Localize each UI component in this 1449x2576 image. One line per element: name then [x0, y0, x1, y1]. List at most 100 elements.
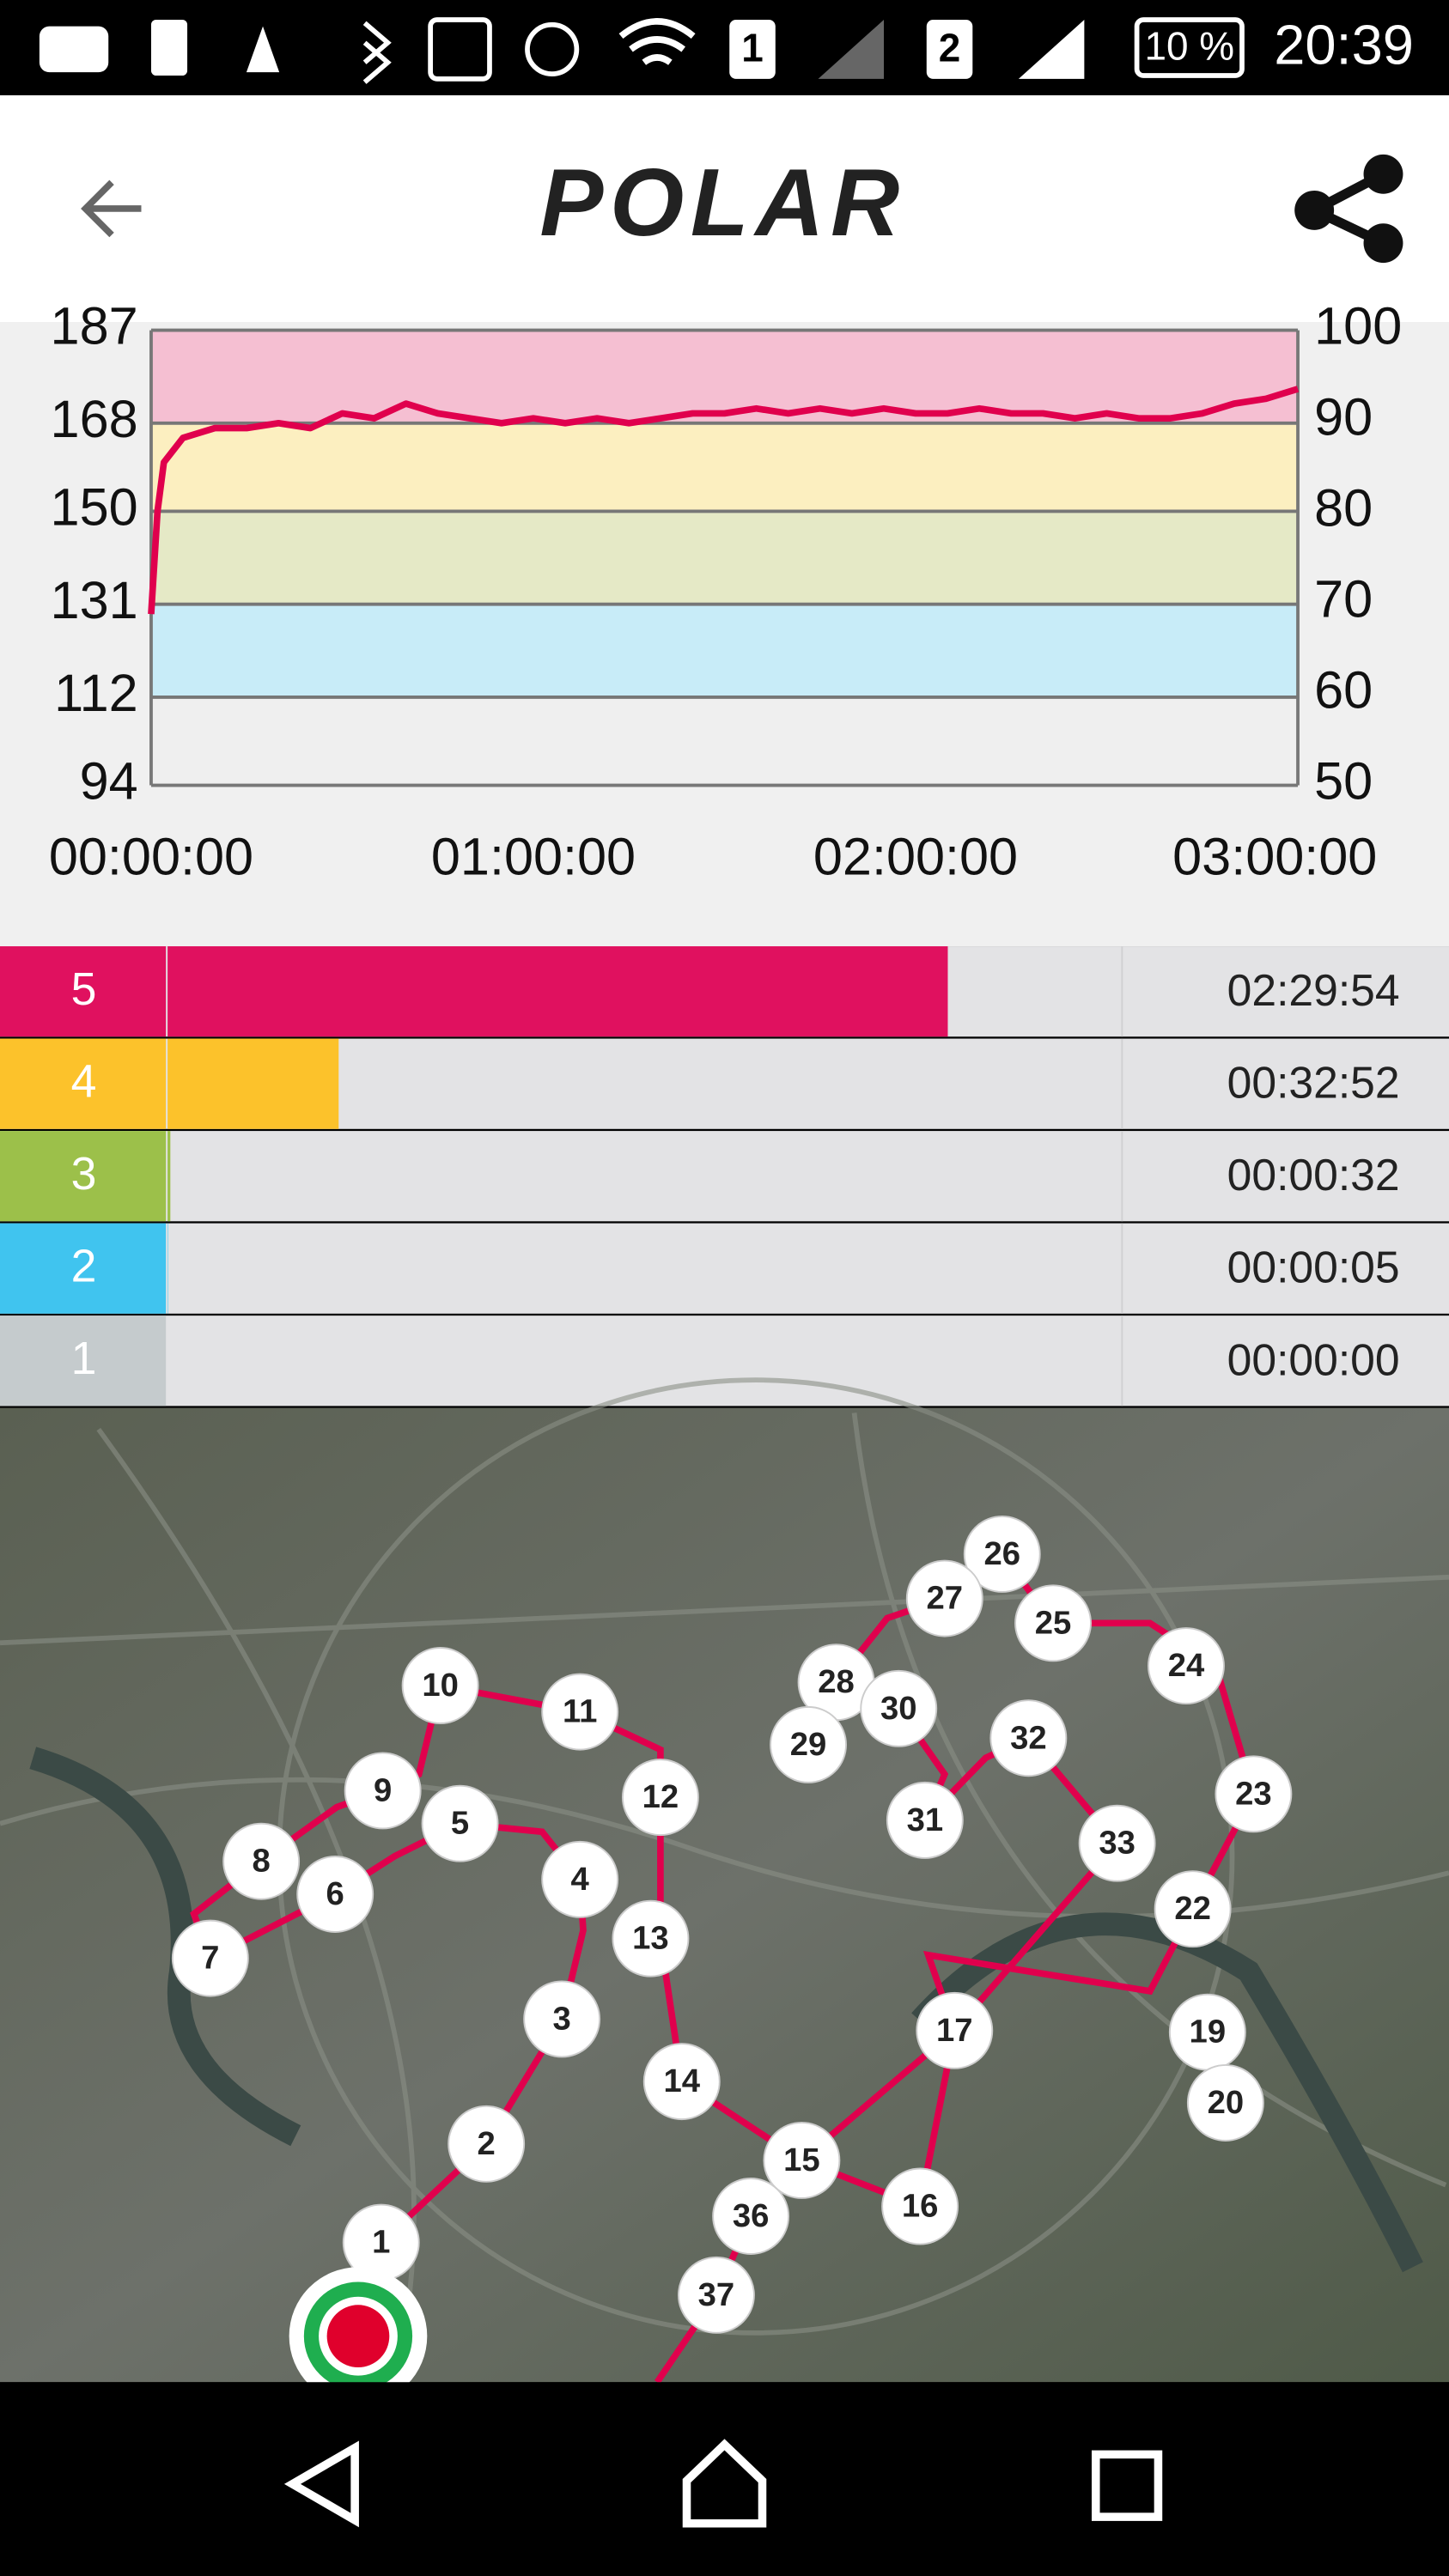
- lap-label: 1: [372, 2224, 390, 2261]
- zone-number: 4: [71, 1056, 97, 1107]
- lap-label: 24: [1168, 1647, 1205, 1684]
- lap-marker: [860, 1669, 938, 1747]
- zone-swatch: [0, 1315, 167, 1406]
- lap-label: 3: [553, 2000, 571, 2037]
- lap-label: 13: [632, 1920, 669, 1957]
- sim-1: 1: [741, 25, 764, 70]
- back-button[interactable]: [81, 179, 142, 238]
- lap-label: 12: [642, 1778, 679, 1815]
- zone-number: 5: [71, 964, 97, 1015]
- lap-label: 29: [790, 1726, 827, 1763]
- lap-label: 9: [374, 1771, 392, 1808]
- status-icons: [39, 17, 1245, 84]
- lap-label: 17: [936, 2012, 973, 2049]
- zone-row: [0, 1131, 1449, 1222]
- lap-marker: [401, 1647, 479, 1724]
- lap-label: 33: [1099, 1825, 1135, 1862]
- nav-home[interactable]: [682, 2439, 767, 2528]
- y-tick-label: 94: [80, 752, 138, 811]
- zone-band: [150, 511, 1299, 605]
- zone-time: 00:00:32: [1227, 1150, 1400, 1200]
- lap-label: 10: [422, 1667, 459, 1704]
- zone-band: [150, 604, 1299, 697]
- x-tick-label: 03:00:00: [1172, 828, 1377, 886]
- start-marker[interactable]: [289, 2267, 428, 2406]
- lap-marker: [642, 2043, 721, 2121]
- zone-bar: [167, 1131, 171, 1222]
- zone-swatch: [0, 1038, 167, 1129]
- lap-label: 16: [902, 2188, 939, 2225]
- nav-back[interactable]: [283, 2440, 359, 2528]
- nav-bar: [0, 2382, 1449, 2576]
- zone-band: [150, 330, 1299, 423]
- zone-bar: [167, 1223, 168, 1314]
- lap-label: 23: [1235, 1775, 1272, 1812]
- lap-marker: [171, 1919, 249, 1997]
- lap-marker: [905, 1559, 983, 1637]
- zone-band: [150, 696, 1299, 786]
- y-tick-label: 168: [51, 390, 138, 448]
- lap-label: 15: [783, 2142, 820, 2178]
- zone-time: 02:29:54: [1227, 965, 1400, 1015]
- lap-label: 20: [1208, 2084, 1245, 2121]
- lap-label: 11: [563, 1693, 597, 1730]
- clock: 20:39: [1274, 14, 1414, 76]
- lap-marker: [770, 1705, 847, 1783]
- lap-label: 7: [201, 1940, 219, 1977]
- zone-swatch: [0, 946, 167, 1037]
- lap-label: 26: [983, 1535, 1020, 1572]
- lap-marker: [989, 1699, 1068, 1777]
- hr-line: [148, 386, 1300, 615]
- lap-marker: [1078, 1804, 1156, 1882]
- status-bar: [0, 0, 1449, 95]
- zone-bar: [167, 946, 948, 1037]
- zone-time: 00:32:52: [1227, 1058, 1400, 1108]
- lap-marker: [881, 2167, 959, 2245]
- lap-label: 6: [326, 1875, 344, 1912]
- lap-marker: [1215, 1755, 1293, 1833]
- y2-tick-label: 70: [1314, 570, 1373, 629]
- lap-label: 14: [663, 2063, 700, 2099]
- y-tick-label: 187: [51, 297, 138, 355]
- logo: POLAR: [539, 149, 905, 256]
- lap-marker: [344, 1752, 422, 1830]
- lap-label: 5: [451, 1805, 469, 1842]
- x-tick-label: 00:00:00: [49, 828, 253, 886]
- lap-marker: [1154, 1870, 1232, 1948]
- nav-recents[interactable]: [1091, 2450, 1163, 2521]
- lap-marker: [763, 2121, 841, 2199]
- y-tick-label: 150: [51, 478, 138, 537]
- lap-marker: [541, 1840, 619, 1918]
- lap-marker: [677, 2256, 755, 2334]
- lap-label: 28: [818, 1663, 855, 1700]
- share-button[interactable]: [1294, 154, 1403, 264]
- zone-row: [0, 1223, 1449, 1314]
- x-tick-label: 01:00:00: [431, 828, 636, 886]
- y2-tick-label: 90: [1314, 388, 1373, 447]
- lap-marker: [1148, 1627, 1225, 1705]
- lap-label: 32: [1010, 1719, 1047, 1756]
- zone-time: 00:00:00: [1227, 1334, 1400, 1384]
- lap-marker: [447, 2105, 526, 2183]
- y2-tick-label: 80: [1314, 479, 1373, 538]
- hr-chart: 94 112 131 150 168 187 50 60 70 80 90 100 00:00:00 01…: [49, 297, 1402, 886]
- y2-tick-label: 100: [1314, 297, 1402, 355]
- lap-marker: [712, 2178, 790, 2255]
- lap-marker: [541, 1673, 619, 1751]
- lap-label: 36: [733, 2197, 770, 2234]
- lap-marker: [886, 1781, 964, 1859]
- zone-swatch: [0, 1131, 167, 1222]
- lap-marker: [1186, 2064, 1264, 2142]
- lap-label: 2: [478, 2125, 496, 2162]
- lap-marker: [222, 1822, 301, 1900]
- lap-marker: [621, 1759, 699, 1837]
- zone-number: 3: [71, 1149, 97, 1200]
- sim-2: 2: [939, 25, 961, 70]
- lap-marker: [1014, 1584, 1092, 1662]
- lap-marker: [963, 1515, 1041, 1593]
- lap-label: 30: [880, 1690, 917, 1727]
- x-tick-label: 02:00:00: [813, 828, 1018, 886]
- lap-label: 22: [1174, 1890, 1211, 1927]
